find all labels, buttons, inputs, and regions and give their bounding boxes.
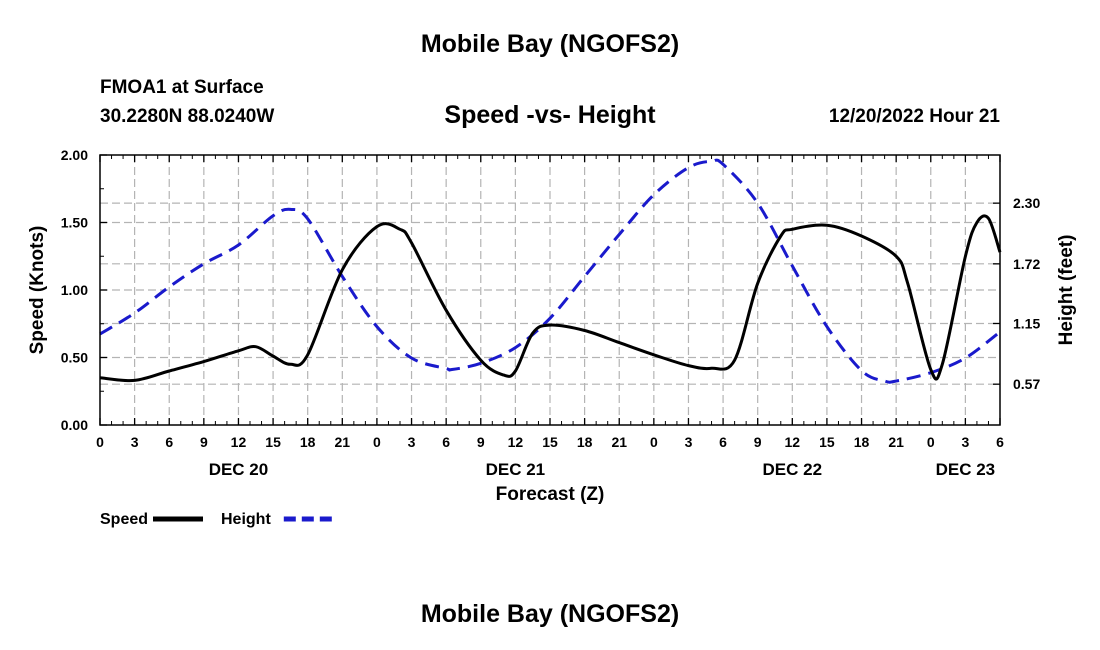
grid [100,155,1000,425]
x-tick-label: 6 [165,434,173,450]
x-tick-label: 9 [200,434,208,450]
station-label: FMOA1 at Surface [100,77,264,98]
date-label: DEC 20 [209,460,269,479]
legend-label: Height [221,511,271,528]
height-series-line [99,158,1001,384]
y-tick-label: 2.00 [61,147,88,163]
x-tick-label: 21 [335,434,351,450]
x-tick-label: 15 [265,434,281,450]
date-label: DEC 23 [936,460,996,479]
x-tick-label: 0 [650,434,658,450]
x-tick-label: 6 [442,434,450,450]
y2-tick-label: 1.15 [1013,315,1040,331]
x-tick-label: 15 [819,434,835,450]
x-tick-label: 21 [888,434,904,450]
x-tick-label: 0 [96,434,104,450]
speed-series-line [99,214,1002,383]
x-tick-label: 0 [373,434,381,450]
date-label: DEC 22 [763,460,823,479]
x-axis-label: Forecast (Z) [496,484,605,505]
x-tick-label: 6 [719,434,727,450]
x-tick-label: 18 [300,434,316,450]
x-tick-label: 6 [996,434,1004,450]
forecast-datetime: 12/20/2022 Hour 21 [828,106,1000,127]
x-tick-label: 3 [961,434,969,450]
x-tick-label: 9 [754,434,762,450]
y2-tick-label: 2.30 [1013,195,1040,211]
station-coordinates: 30.2280N 88.0240W [100,106,275,127]
y-axis-label: Speed (Knots) [27,226,48,355]
footer-title: Mobile Bay (NGOFS2) [420,600,680,628]
x-tick-label: 12 [785,434,801,450]
series-group [99,158,1002,384]
x-tick-label: 3 [131,434,139,450]
y2-tick-label: 0.57 [1013,376,1040,392]
legend: Speed Height [100,511,334,528]
x-tick-label: 3 [685,434,693,450]
chart-title: Mobile Bay (NGOFS2) [420,30,680,58]
x-tick-label: 9 [477,434,485,450]
x-tick-label: 12 [231,434,247,450]
legend-label: Speed [100,511,148,528]
x-tick-label: 18 [577,434,593,450]
date-label: DEC 21 [486,460,546,479]
y-tick-label: 1.50 [61,215,88,231]
x-tick-label: 0 [927,434,935,450]
x-tick-label: 12 [508,434,524,450]
y-tick-label: 0.50 [61,350,88,366]
axes: 0 3 6 9 12 15 18 21 0 3 6 9 12 15 18 21 0 3 6 9 12 15 18 21 0 3 6D… [61,147,1041,479]
x-tick-label: 15 [542,434,558,450]
x-tick-label: 21 [611,434,627,450]
y-tick-label: 1.00 [61,282,88,298]
y-tick-label: 0.00 [61,417,88,433]
chart-subtitle: Speed -vs- Height [444,101,656,129]
y2-axis-label: Height (feet) [1056,235,1077,346]
y2-tick-label: 1.72 [1013,256,1040,272]
x-tick-label: 18 [854,434,870,450]
x-tick-label: 3 [408,434,416,450]
